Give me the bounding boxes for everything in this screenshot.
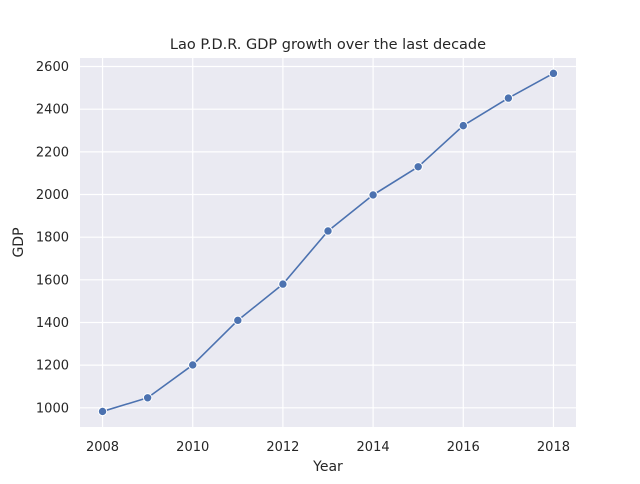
x-tick-label: 2014: [357, 440, 390, 455]
x-tick-label: 2012: [266, 440, 299, 455]
y-tick-label: 1600: [36, 273, 69, 288]
y-tick-label: 2000: [36, 188, 69, 203]
data-point: [548, 68, 559, 79]
plot-area: [80, 58, 576, 427]
x-tick-label: 2016: [447, 440, 480, 455]
data-point: [278, 279, 288, 289]
x-tick-label: 2010: [176, 440, 209, 455]
data-point: [503, 93, 514, 103]
data-point: [458, 120, 468, 131]
y-tick-label: 2600: [36, 60, 69, 75]
data-point: [413, 162, 423, 172]
series-layer: [97, 68, 559, 417]
y-tick-label: 1800: [36, 231, 69, 246]
data-point: [323, 226, 333, 236]
y-tick-label: 1000: [36, 401, 69, 416]
y-tick-label: 1200: [36, 359, 69, 374]
y-tick-label: 2400: [36, 103, 69, 118]
y-axis-ticks: 1000 1200 1400 1600 1800 2000 2200 2400 2600: [36, 60, 69, 416]
x-tick-label: 2018: [537, 440, 570, 455]
data-point: [368, 190, 378, 200]
data-point: [142, 393, 153, 403]
y-tick-label: 1400: [36, 316, 69, 331]
x-tick-label: 2008: [86, 440, 119, 455]
data-point: [233, 315, 243, 326]
y-tick-label: 2200: [36, 145, 69, 160]
data-point: [188, 360, 198, 370]
chart-title: Lao P.D.R. GDP growth over the last deca…: [170, 37, 486, 53]
y-axis-label: GDP: [11, 227, 27, 257]
data-point: [97, 406, 108, 417]
x-axis-ticks: 2008 2010 2012 2014 2016 2018: [86, 440, 570, 455]
x-axis-label: Year: [312, 459, 343, 475]
grid: [80, 58, 576, 427]
